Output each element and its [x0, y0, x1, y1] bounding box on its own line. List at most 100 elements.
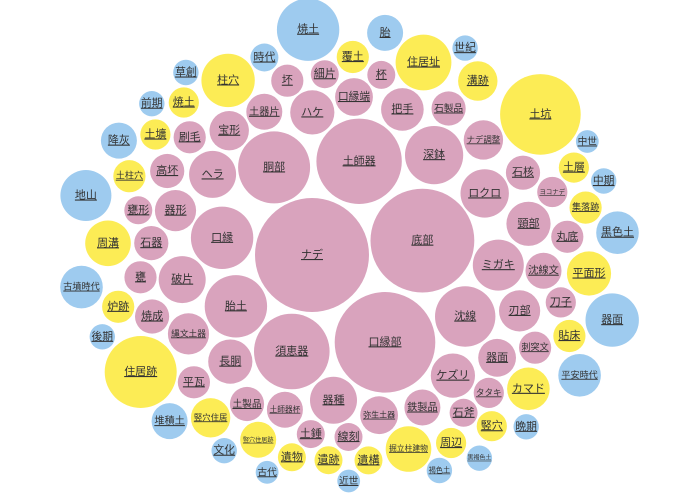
bubble[interactable]: 刺突文 [519, 331, 552, 364]
bubble-feature[interactable] [113, 160, 146, 193]
bubble[interactable]: 坏 [271, 64, 304, 97]
bubble-pottery[interactable] [435, 286, 496, 347]
bubble[interactable]: 焼土 [168, 87, 199, 118]
bubble[interactable]: 近世 [337, 469, 361, 493]
bubble[interactable]: 竪穴住居 [190, 398, 231, 438]
bubble-pottery[interactable] [334, 292, 436, 393]
bubble-pottery[interactable] [545, 287, 576, 318]
bubble-period[interactable] [173, 59, 199, 86]
bubble[interactable]: ロクロ [460, 169, 509, 218]
bubble[interactable]: 底部 [370, 188, 475, 293]
bubble[interactable]: 沈線文 [525, 252, 562, 289]
bubble-feature[interactable] [104, 336, 177, 408]
bubble[interactable]: 口縁 [190, 206, 254, 269]
bubble[interactable]: 草創 [173, 59, 199, 86]
bubble-pottery[interactable] [334, 423, 363, 451]
bubble[interactable]: 甕形 [124, 196, 153, 225]
bubble-pottery[interactable] [310, 376, 357, 424]
bubble[interactable]: 丸底 [551, 220, 584, 253]
bubble-pottery[interactable] [158, 256, 206, 304]
bubble[interactable]: 須恵器 [253, 313, 330, 390]
bubble[interactable]: 刃部 [498, 290, 541, 332]
bubble[interactable]: 平瓦 [177, 366, 210, 399]
bubble-pottery[interactable] [537, 176, 568, 208]
bubble[interactable]: 古墳時代 [60, 265, 103, 309]
bubble-pottery[interactable] [173, 121, 206, 154]
bubble-pottery[interactable] [255, 198, 369, 312]
bubble-pottery[interactable] [473, 377, 504, 408]
bubble[interactable]: 柱穴 [201, 53, 255, 108]
bubble[interactable]: 平面形 [566, 251, 612, 296]
bubble-pottery[interactable] [204, 275, 268, 338]
bubble-pottery[interactable] [519, 331, 552, 364]
bubble[interactable]: 古代 [255, 460, 279, 484]
bubble[interactable]: ナデ調整 [463, 120, 504, 160]
bubble-period[interactable] [211, 438, 237, 464]
bubble-feature[interactable] [436, 427, 467, 459]
bubble-pottery[interactable] [154, 190, 197, 232]
bubble-pottery[interactable] [370, 188, 475, 293]
bubble-period[interactable] [151, 403, 188, 440]
bubble-pottery[interactable] [189, 150, 237, 198]
bubble-pottery[interactable] [229, 386, 265, 422]
bubble[interactable]: 中期 [591, 168, 617, 194]
bubble-pottery[interactable] [404, 389, 441, 426]
bubble[interactable]: 遺構 [354, 446, 383, 475]
bubble[interactable]: 長胴 [208, 339, 253, 384]
bubble[interactable]: 堆積土 [151, 403, 188, 440]
bubble[interactable]: 沈線 [435, 286, 496, 347]
bubble-period[interactable] [575, 130, 599, 153]
bubble-feature[interactable] [507, 367, 550, 411]
bubble-feature[interactable] [168, 87, 199, 118]
bubble[interactable]: 石核 [505, 155, 541, 190]
bubble-feature[interactable] [569, 191, 602, 224]
bubble[interactable]: 縄文土器 [167, 313, 210, 355]
bubble-pottery[interactable] [266, 391, 303, 428]
bubble[interactable]: 破片 [158, 256, 206, 304]
bubble-pottery[interactable] [367, 60, 396, 89]
bubble[interactable]: 器形 [154, 190, 197, 232]
bubble-pottery[interactable] [463, 120, 504, 160]
bubble-pottery[interactable] [551, 220, 584, 253]
bubble-pottery[interactable] [360, 396, 398, 435]
bubble[interactable]: 土錘 [296, 420, 325, 449]
bubble[interactable]: 遺物 [277, 443, 306, 472]
bubble-pottery[interactable] [124, 261, 157, 294]
bubble[interactable]: 覆土 [336, 40, 369, 74]
bubble-pottery[interactable] [430, 353, 475, 398]
bubble[interactable]: 器種 [310, 376, 357, 424]
bubble[interactable]: 竪穴住居跡 [240, 421, 277, 458]
bubble-period[interactable] [591, 168, 617, 194]
bubble-pottery[interactable] [381, 88, 424, 131]
bubble-feature[interactable] [566, 251, 612, 296]
bubble-pottery[interactable] [246, 93, 283, 130]
bubble-pottery[interactable] [290, 90, 335, 135]
bubble-pottery[interactable] [253, 313, 330, 390]
bubble[interactable]: 中世 [575, 130, 599, 153]
bubble[interactable]: ケズリ [430, 353, 475, 398]
bubble-period[interactable] [60, 170, 112, 221]
bubble[interactable]: 胎土 [204, 275, 268, 338]
bubble[interactable]: ヨコナデ [537, 176, 568, 208]
bubble-feature[interactable] [458, 61, 498, 101]
bubble[interactable]: 石器 [134, 226, 169, 261]
bubble-pottery[interactable] [478, 338, 516, 377]
bubble-feature[interactable] [85, 220, 131, 267]
bubble[interactable]: 器面 [478, 338, 516, 377]
bubble-feature[interactable] [140, 119, 171, 150]
bubble[interactable]: 土層 [558, 152, 590, 183]
bubble-period[interactable] [596, 211, 639, 254]
bubble-period[interactable] [452, 35, 478, 61]
bubble[interactable]: 土師器 [316, 118, 402, 204]
bubble-feature[interactable] [240, 421, 277, 458]
bubble[interactable]: 刷毛 [173, 121, 206, 154]
bubble[interactable]: 口縁端 [335, 78, 373, 116]
bubble-pottery[interactable] [335, 78, 373, 116]
bubble[interactable]: 石製品 [431, 91, 466, 126]
bubble[interactable]: 宝形 [209, 111, 249, 151]
bubble-pottery[interactable] [124, 196, 153, 225]
bubble-period[interactable] [585, 293, 639, 347]
bubble[interactable]: 土製品 [229, 386, 265, 422]
bubble[interactable]: 弥生土器 [360, 396, 398, 435]
bubble[interactable]: 土器片 [246, 93, 283, 130]
